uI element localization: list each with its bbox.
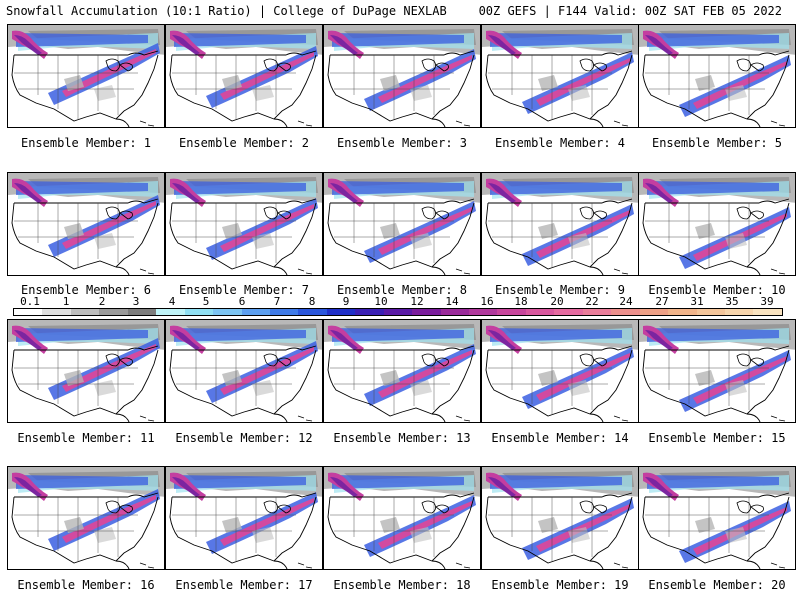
member-map-1: [7, 24, 165, 128]
member-map-6: [7, 172, 165, 276]
member-caption-1: Ensemble Member: 1: [20, 136, 152, 150]
member-caption-19: Ensemble Member: 19: [491, 578, 629, 592]
scale-label: 5: [202, 295, 210, 308]
scale-label: 9: [342, 295, 350, 308]
scale-label: 27: [655, 295, 669, 308]
scale-swatch: [326, 309, 356, 315]
member-caption-20: Ensemble Member: 20: [648, 578, 786, 592]
member-caption-4: Ensemble Member: 4: [494, 136, 626, 150]
scale-label: 31: [690, 295, 704, 308]
scale-label: 18: [514, 295, 528, 308]
member-caption-9: Ensemble Member: 9: [494, 283, 626, 297]
scale-label: 20: [550, 295, 564, 308]
scale-label: 6: [238, 295, 246, 308]
scale-label: 4: [168, 295, 176, 308]
member-map-16: [7, 466, 165, 570]
scale-swatch: [355, 309, 384, 315]
member-map-18: [323, 466, 481, 570]
member-map-8: [323, 172, 481, 276]
scale-label: 10: [374, 295, 388, 308]
scale-swatch: [412, 309, 441, 315]
scale-swatch: [241, 309, 270, 315]
scale-swatch: [269, 309, 299, 315]
member-caption-10: Ensemble Member: 10: [648, 283, 786, 297]
snowfall-color-scale: [13, 308, 783, 316]
member-map-14: [481, 319, 639, 423]
member-map-19: [481, 466, 639, 570]
scale-swatch: [440, 309, 469, 315]
scale-swatch: [696, 309, 725, 315]
scale-swatch: [383, 309, 413, 315]
member-map-10: [638, 172, 796, 276]
member-map-5: [638, 24, 796, 128]
member-map-2: [165, 24, 323, 128]
scale-swatch: [639, 309, 669, 315]
scale-swatch: [469, 309, 498, 315]
scale-label: 8: [308, 295, 316, 308]
scale-label: 39: [760, 295, 774, 308]
scale-swatch: [724, 309, 754, 315]
member-map-12: [165, 319, 323, 423]
scale-swatch: [127, 309, 157, 315]
scale-swatch: [42, 309, 71, 315]
scale-label: 1: [62, 295, 70, 308]
scale-swatch: [525, 309, 555, 315]
scale-swatch: [156, 309, 185, 315]
scale-label: 2: [98, 295, 106, 308]
member-caption-5: Ensemble Member: 5: [651, 136, 783, 150]
scale-swatch: [70, 309, 100, 315]
member-caption-14: Ensemble Member: 14: [491, 431, 629, 445]
member-caption-2: Ensemble Member: 2: [178, 136, 310, 150]
member-map-13: [323, 319, 481, 423]
member-caption-8: Ensemble Member: 8: [336, 283, 468, 297]
member-map-4: [481, 24, 639, 128]
member-caption-17: Ensemble Member: 17: [175, 578, 313, 592]
scale-swatch: [184, 309, 214, 315]
scale-label: 0.1: [20, 295, 40, 308]
member-map-20: [638, 466, 796, 570]
member-map-11: [7, 319, 165, 423]
scale-swatch: [14, 309, 43, 315]
scale-swatch: [99, 309, 128, 315]
scale-swatch: [213, 309, 242, 315]
map-title: Snowfall Accumulation (10:1 Ratio) | Col…: [6, 4, 447, 18]
scale-label: 16: [480, 295, 494, 308]
member-caption-7: Ensemble Member: 7: [178, 283, 310, 297]
member-caption-11: Ensemble Member: 11: [17, 431, 155, 445]
member-caption-13: Ensemble Member: 13: [333, 431, 471, 445]
member-caption-18: Ensemble Member: 18: [333, 578, 471, 592]
scale-label: 7: [273, 295, 281, 308]
scale-swatch: [298, 309, 327, 315]
member-map-9: [481, 172, 639, 276]
scale-label: 35: [725, 295, 739, 308]
scale-label: 14: [445, 295, 459, 308]
scale-swatch: [753, 309, 782, 315]
member-map-7: [165, 172, 323, 276]
scale-label: 3: [132, 295, 140, 308]
member-caption-6: Ensemble Member: 6: [20, 283, 152, 297]
member-map-15: [638, 319, 796, 423]
scale-label: 22: [585, 295, 599, 308]
member-map-3: [323, 24, 481, 128]
scale-label: 12: [410, 295, 424, 308]
model-valid-time: 00Z GEFS | F144 Valid: 00Z SAT FEB 05 20…: [478, 4, 782, 18]
member-caption-3: Ensemble Member: 3: [336, 136, 468, 150]
scale-label: 24: [619, 295, 633, 308]
scale-swatch: [668, 309, 697, 315]
member-caption-16: Ensemble Member: 16: [17, 578, 155, 592]
scale-swatch: [497, 309, 526, 315]
member-caption-15: Ensemble Member: 15: [648, 431, 786, 445]
member-caption-12: Ensemble Member: 12: [175, 431, 313, 445]
scale-swatch: [611, 309, 640, 315]
member-map-17: [165, 466, 323, 570]
scale-swatch: [582, 309, 612, 315]
scale-swatch: [554, 309, 583, 315]
